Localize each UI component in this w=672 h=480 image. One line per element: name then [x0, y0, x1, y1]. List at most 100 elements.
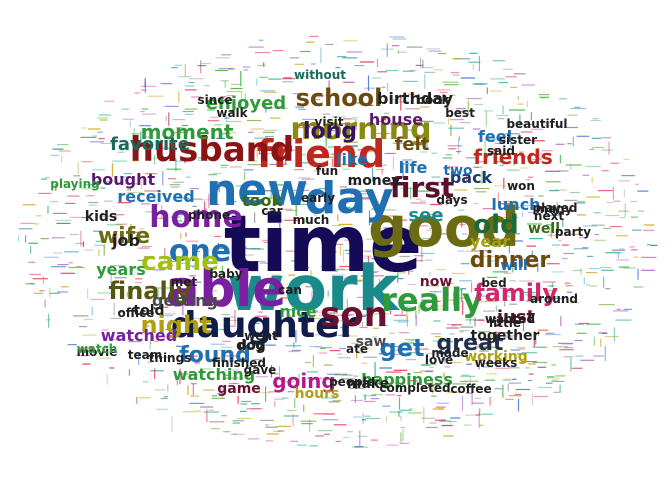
- noise-mark: [375, 235, 391, 237]
- noise-mark: [183, 218, 196, 220]
- word-will: will: [500, 258, 528, 274]
- noise-mark: [215, 69, 228, 72]
- noise-mark: [269, 163, 285, 166]
- noise-mark: [402, 307, 409, 310]
- word-party: party: [554, 225, 592, 239]
- noise-mark: [490, 78, 505, 80]
- noise-mark: [502, 379, 512, 381]
- noise-mark: [150, 333, 152, 345]
- noise-mark: [259, 262, 274, 264]
- noise-mark: [214, 247, 227, 250]
- noise-mark: [397, 321, 408, 323]
- noise-mark: [331, 225, 342, 227]
- noise-mark: [344, 249, 361, 251]
- noise-mark: [437, 350, 442, 352]
- noise-mark: [577, 201, 585, 203]
- word-without: without: [293, 68, 347, 82]
- noise-mark: [492, 60, 505, 62]
- noise-mark: [265, 107, 278, 109]
- noise-mark: [431, 378, 433, 394]
- noise-mark: [208, 174, 217, 176]
- noise-mark: [354, 65, 365, 67]
- noise-mark: [476, 265, 484, 268]
- noise-mark: [514, 315, 520, 317]
- word-fun: fun: [315, 164, 339, 178]
- noise-mark: [248, 228, 260, 230]
- noise-mark: [320, 265, 333, 267]
- noise-mark: [272, 50, 284, 52]
- noise-mark: [235, 185, 247, 187]
- noise-mark: [359, 198, 371, 200]
- word-dinner: dinner: [469, 248, 551, 273]
- noise-mark: [160, 397, 168, 400]
- noise-mark: [217, 243, 219, 251]
- word-ate: ate: [346, 342, 368, 356]
- noise-mark: [82, 241, 84, 247]
- noise-mark: [479, 350, 489, 352]
- noise-mark: [482, 366, 494, 368]
- noise-mark: [221, 415, 227, 417]
- noise-mark: [427, 307, 433, 309]
- noise-mark: [347, 431, 353, 433]
- word-coffee: coffee: [450, 382, 492, 396]
- noise-mark: [300, 75, 312, 78]
- word-going: going: [272, 369, 336, 393]
- noise-mark: [422, 59, 424, 69]
- noise-mark: [458, 139, 460, 155]
- noise-mark: [490, 216, 507, 219]
- noise-mark: [128, 227, 133, 229]
- noise-mark: [423, 407, 425, 423]
- noise-mark: [545, 170, 561, 172]
- noise-mark: [357, 296, 370, 298]
- noise-mark: [219, 349, 227, 351]
- noise-mark: [265, 102, 267, 113]
- noise-mark: [389, 36, 405, 38]
- noise-mark: [243, 169, 254, 171]
- noise-mark: [238, 276, 250, 278]
- noise-mark: [549, 190, 560, 192]
- noise-mark: [202, 199, 215, 201]
- noise-mark: [185, 232, 187, 237]
- noise-mark: [456, 151, 461, 153]
- noise-mark: [477, 331, 491, 333]
- noise-mark: [502, 68, 513, 70]
- noise-mark: [430, 213, 440, 215]
- noise-mark: [87, 128, 101, 130]
- noise-mark: [372, 394, 384, 396]
- noise-mark: [81, 161, 93, 163]
- noise-mark: [128, 369, 130, 376]
- noise-mark: [350, 145, 358, 148]
- noise-mark: [552, 379, 559, 381]
- noise-mark: [352, 117, 358, 119]
- noise-mark: [538, 329, 549, 331]
- noise-mark: [287, 191, 295, 194]
- word-one: one: [168, 234, 232, 269]
- noise-mark: [615, 319, 632, 321]
- noise-mark: [490, 346, 499, 348]
- noise-mark: [486, 373, 498, 375]
- noise-mark: [495, 367, 510, 369]
- noise-mark: [423, 186, 436, 188]
- noise-mark: [508, 382, 522, 384]
- noise-mark: [357, 280, 362, 282]
- noise-mark: [117, 151, 124, 153]
- noise-mark: [82, 363, 91, 365]
- word-found: found: [179, 343, 251, 368]
- word-friends: friends: [473, 145, 553, 169]
- noise-mark: [353, 275, 355, 285]
- noise-mark: [218, 187, 220, 193]
- noise-mark: [446, 282, 454, 284]
- noise-mark: [469, 52, 478, 54]
- noise-mark: [139, 125, 152, 127]
- noise-mark: [433, 122, 445, 124]
- noise-mark: [401, 304, 403, 315]
- noise-mark: [203, 147, 220, 149]
- noise-mark: [224, 377, 238, 379]
- noise-mark: [140, 85, 156, 87]
- noise-mark: [298, 154, 306, 156]
- noise-mark: [383, 181, 390, 183]
- noise-mark: [601, 269, 614, 271]
- noise-mark: [436, 402, 449, 404]
- noise-mark: [371, 439, 378, 441]
